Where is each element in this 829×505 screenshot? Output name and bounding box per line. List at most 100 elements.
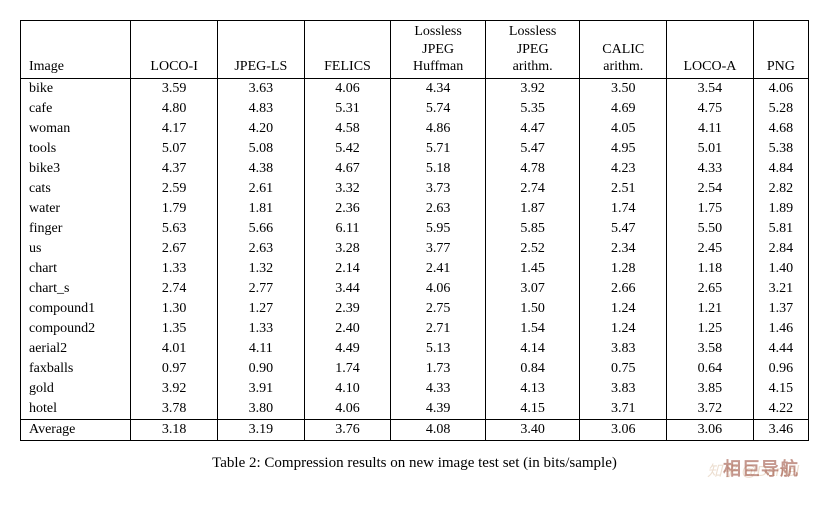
- cell-value: 2.39: [304, 299, 391, 319]
- cell-value: 3.72: [667, 399, 754, 420]
- table-row: us2.672.633.283.772.522.342.452.84: [21, 239, 809, 259]
- cell-value: 4.39: [391, 399, 486, 420]
- cell-value: 1.81: [217, 199, 304, 219]
- cell-value: 1.24: [580, 319, 667, 339]
- cell-value: 3.44: [304, 279, 391, 299]
- col-header-loco_a: LOCO-A: [667, 21, 754, 79]
- cell-value: 5.63: [131, 219, 218, 239]
- cell-value: 2.61: [217, 179, 304, 199]
- average-value: 3.46: [753, 419, 808, 440]
- table-row: chart_s2.742.773.444.063.072.662.653.21: [21, 279, 809, 299]
- cell-value: 4.83: [217, 99, 304, 119]
- col-header-lj_arith: LosslessJPEGarithm.: [485, 21, 580, 79]
- cell-value: 2.71: [391, 319, 486, 339]
- row-label: compound2: [21, 319, 131, 339]
- average-value: 3.18: [131, 419, 218, 440]
- row-label: aerial2: [21, 339, 131, 359]
- cell-value: 4.75: [667, 99, 754, 119]
- cell-value: 3.80: [217, 399, 304, 420]
- cell-value: 4.06: [304, 78, 391, 99]
- table-row: chart1.331.322.142.411.451.281.181.40: [21, 259, 809, 279]
- table-caption: Table 2: Compression results on new imag…: [20, 455, 809, 472]
- cell-value: 1.21: [667, 299, 754, 319]
- cell-value: 4.84: [753, 159, 808, 179]
- cell-value: 1.89: [753, 199, 808, 219]
- cell-value: 3.07: [485, 279, 580, 299]
- cell-value: 0.97: [131, 359, 218, 379]
- cell-value: 3.32: [304, 179, 391, 199]
- col-header-felics: FELICS: [304, 21, 391, 79]
- cell-value: 4.11: [217, 339, 304, 359]
- table-row: gold3.923.914.104.334.133.833.854.15: [21, 379, 809, 399]
- row-label: chart_s: [21, 279, 131, 299]
- cell-value: 3.63: [217, 78, 304, 99]
- cell-value: 2.63: [217, 239, 304, 259]
- cell-value: 3.92: [485, 78, 580, 99]
- cell-value: 2.67: [131, 239, 218, 259]
- cell-value: 1.30: [131, 299, 218, 319]
- table-row: hotel3.783.804.064.394.153.713.724.22: [21, 399, 809, 420]
- cell-value: 5.47: [580, 219, 667, 239]
- row-label: finger: [21, 219, 131, 239]
- cell-value: 4.33: [391, 379, 486, 399]
- row-label: bike: [21, 78, 131, 99]
- cell-value: 5.50: [667, 219, 754, 239]
- cell-value: 3.77: [391, 239, 486, 259]
- cell-value: 5.74: [391, 99, 486, 119]
- cell-value: 3.71: [580, 399, 667, 420]
- cell-value: 5.38: [753, 139, 808, 159]
- table-body: bike3.593.634.064.343.923.503.544.06cafe…: [21, 78, 809, 440]
- cell-value: 4.58: [304, 119, 391, 139]
- table-row: tools5.075.085.425.715.474.955.015.38: [21, 139, 809, 159]
- cell-value: 1.73: [391, 359, 486, 379]
- average-value: 3.76: [304, 419, 391, 440]
- cell-value: 2.45: [667, 239, 754, 259]
- cell-value: 3.28: [304, 239, 391, 259]
- average-row: Average3.183.193.764.083.403.063.063.46: [21, 419, 809, 440]
- table-row: compound21.351.332.402.711.541.241.251.4…: [21, 319, 809, 339]
- cell-value: 3.78: [131, 399, 218, 420]
- cell-value: 3.91: [217, 379, 304, 399]
- cell-value: 2.75: [391, 299, 486, 319]
- cell-value: 2.34: [580, 239, 667, 259]
- table-row: woman4.174.204.584.864.474.054.114.68: [21, 119, 809, 139]
- cell-value: 1.32: [217, 259, 304, 279]
- average-value: 3.40: [485, 419, 580, 440]
- cell-value: 2.41: [391, 259, 486, 279]
- cell-value: 4.20: [217, 119, 304, 139]
- cell-value: 3.83: [580, 339, 667, 359]
- cell-value: 1.74: [580, 199, 667, 219]
- row-label: us: [21, 239, 131, 259]
- cell-value: 1.40: [753, 259, 808, 279]
- table-row: bike3.593.634.064.343.923.503.544.06: [21, 78, 809, 99]
- cell-value: 1.33: [131, 259, 218, 279]
- cell-value: 4.06: [753, 78, 808, 99]
- cell-value: 4.06: [391, 279, 486, 299]
- cell-value: 1.33: [217, 319, 304, 339]
- cell-value: 1.74: [304, 359, 391, 379]
- cell-value: 4.34: [391, 78, 486, 99]
- table-row: finger5.635.666.115.955.855.475.505.81: [21, 219, 809, 239]
- cell-value: 3.92: [131, 379, 218, 399]
- cell-value: 4.05: [580, 119, 667, 139]
- cell-value: 4.22: [753, 399, 808, 420]
- average-value: 3.06: [667, 419, 754, 440]
- cell-value: 5.18: [391, 159, 486, 179]
- cell-value: 4.78: [485, 159, 580, 179]
- cell-value: 3.83: [580, 379, 667, 399]
- cell-value: 5.47: [485, 139, 580, 159]
- cell-value: 4.80: [131, 99, 218, 119]
- cell-value: 2.14: [304, 259, 391, 279]
- cell-value: 4.47: [485, 119, 580, 139]
- cell-value: 2.84: [753, 239, 808, 259]
- table-row: cats2.592.613.323.732.742.512.542.82: [21, 179, 809, 199]
- cell-value: 2.65: [667, 279, 754, 299]
- cell-value: 5.42: [304, 139, 391, 159]
- cell-value: 1.75: [667, 199, 754, 219]
- cell-value: 4.15: [753, 379, 808, 399]
- cell-value: 4.33: [667, 159, 754, 179]
- cell-value: 5.71: [391, 139, 486, 159]
- cell-value: 4.69: [580, 99, 667, 119]
- row-label: water: [21, 199, 131, 219]
- cell-value: 0.84: [485, 359, 580, 379]
